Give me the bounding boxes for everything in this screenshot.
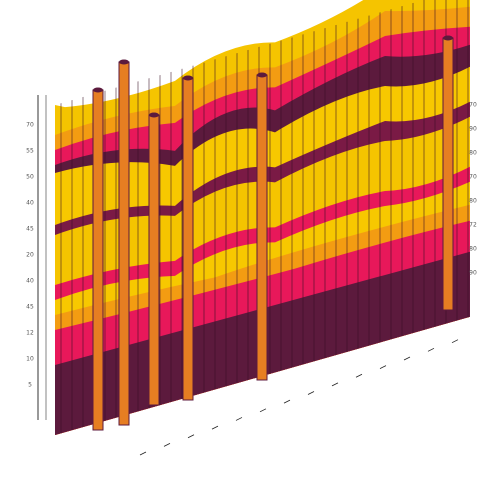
post xyxy=(256,74,268,381)
tick xyxy=(283,399,291,404)
post xyxy=(442,37,454,311)
post-cap xyxy=(443,35,453,41)
post-cap xyxy=(257,72,267,78)
right-label: 70 xyxy=(469,174,477,181)
left-label: 50 xyxy=(26,174,34,181)
post-cap xyxy=(149,112,159,118)
bottom-ticks xyxy=(139,339,459,456)
left-label: 40 xyxy=(26,200,34,207)
posts xyxy=(92,35,454,431)
tick xyxy=(235,417,243,421)
post xyxy=(148,114,160,406)
tick xyxy=(139,451,147,456)
post xyxy=(92,89,104,431)
tick xyxy=(331,382,339,387)
tick xyxy=(211,425,219,430)
tick xyxy=(451,339,459,344)
post xyxy=(118,61,130,426)
right-label: 80 xyxy=(469,150,477,157)
left-label: 20 xyxy=(26,252,34,259)
post-cap xyxy=(93,87,103,93)
left-label: 40 xyxy=(26,278,34,285)
right-label: 72 xyxy=(469,222,477,229)
right-label: 70 xyxy=(469,102,477,109)
post-cap xyxy=(119,59,129,65)
post xyxy=(182,77,194,401)
labels: 70 55 50 40 45 20 40 45 12 10 5 70 90 80 70 80 72 80 90 xyxy=(26,102,477,389)
left-label: 55 xyxy=(26,148,34,155)
post-cap xyxy=(183,75,193,81)
left-label: 70 xyxy=(26,122,34,129)
tick xyxy=(187,434,195,439)
left-label: 45 xyxy=(26,226,34,233)
right-label: 80 xyxy=(469,246,477,253)
right-label: 90 xyxy=(469,270,477,277)
left-label: 45 xyxy=(26,304,34,311)
left-label: 10 xyxy=(26,356,34,363)
left-label: 5 xyxy=(28,382,32,389)
tick xyxy=(259,408,267,413)
right-label: 90 xyxy=(469,126,477,133)
tick xyxy=(379,365,387,369)
tick xyxy=(307,391,315,395)
tick xyxy=(163,443,171,447)
tick xyxy=(427,347,435,352)
left-label: 12 xyxy=(26,330,34,337)
tick xyxy=(403,356,411,361)
right-label: 80 xyxy=(469,198,477,205)
tick xyxy=(355,373,363,378)
